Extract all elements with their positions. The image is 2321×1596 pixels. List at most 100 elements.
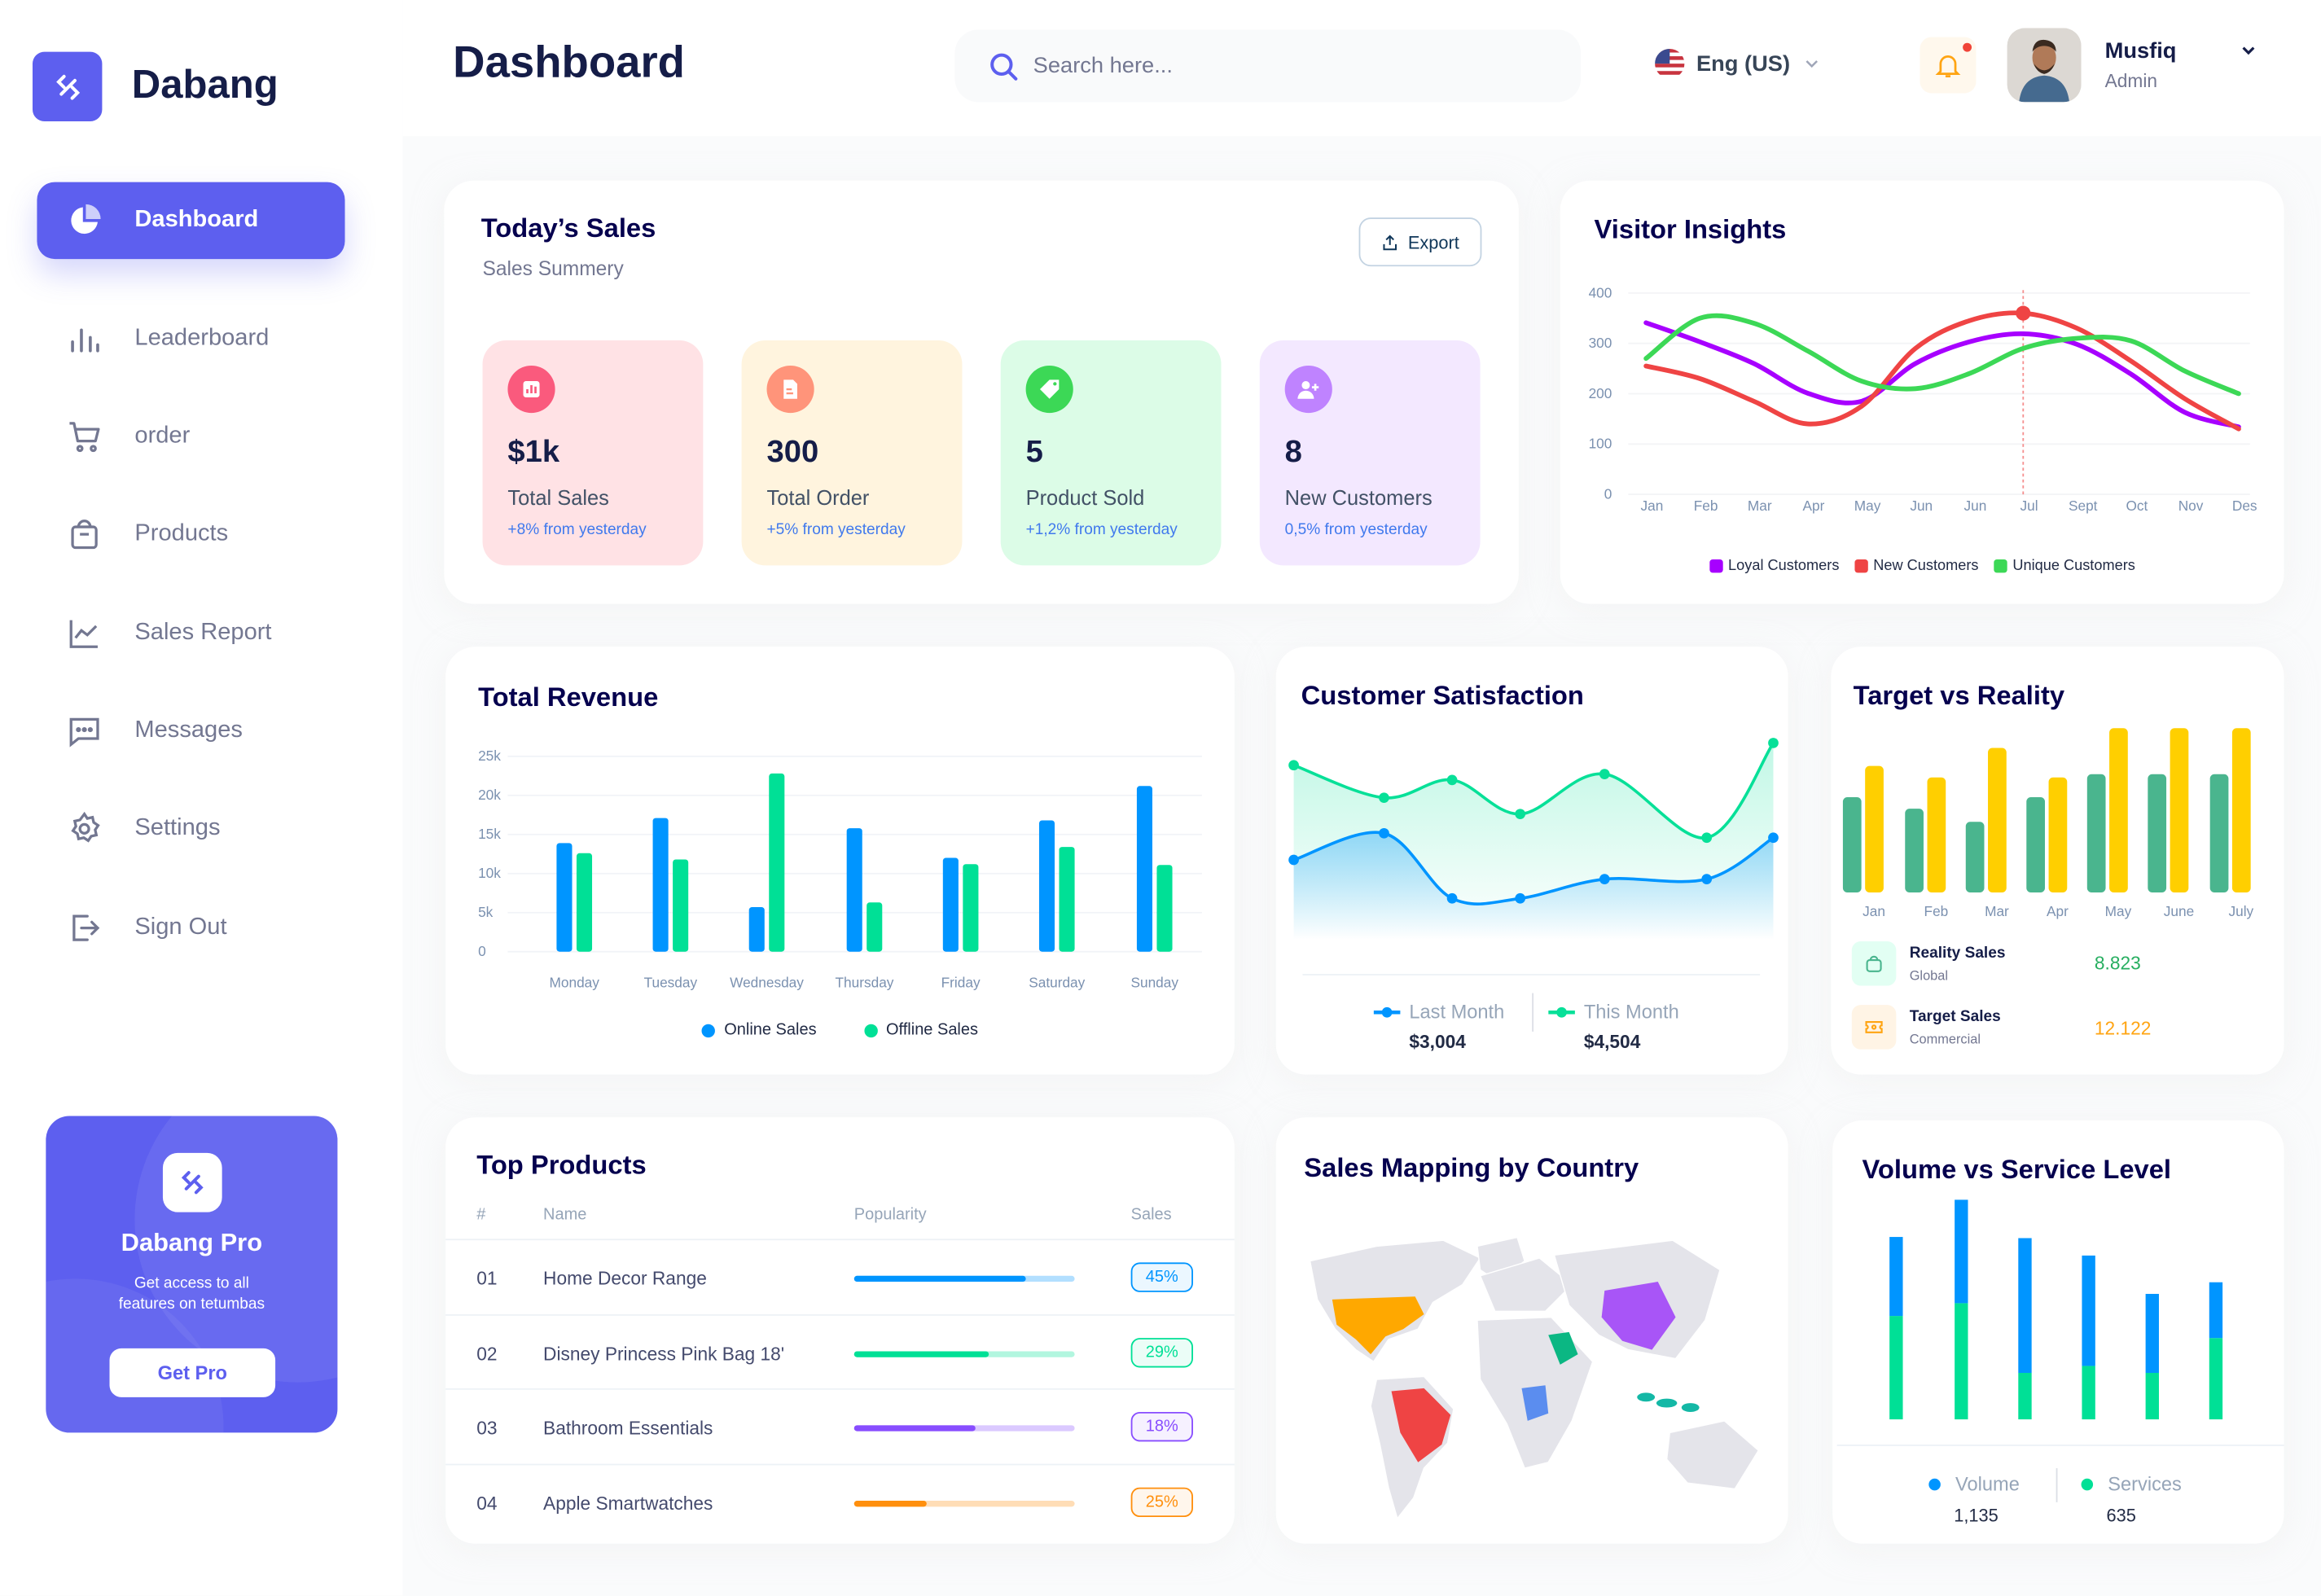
product-name: Home Decor Range bbox=[543, 1268, 707, 1290]
legend-dot bbox=[701, 1023, 716, 1037]
notification-dot bbox=[1963, 42, 1972, 52]
reality-sales-value: 8.823 bbox=[2094, 953, 2141, 974]
sign-out-icon bbox=[72, 914, 100, 941]
customer-satisfaction-title: Customer Satisfaction bbox=[1301, 681, 1584, 711]
user-role: Admin bbox=[2104, 71, 2158, 92]
sidebar-item-messages[interactable]: Messages bbox=[37, 693, 344, 770]
last-month-value: $3,004 bbox=[1409, 1031, 1466, 1053]
sidebar-item-sign-out[interactable]: Sign Out bbox=[37, 889, 344, 967]
product-rank: 04 bbox=[476, 1493, 498, 1514]
export-icon bbox=[1383, 234, 1397, 250]
legend-volume: Volume bbox=[1928, 1473, 2020, 1495]
legend-swatch bbox=[1993, 559, 2007, 573]
export-button[interactable]: Export bbox=[1358, 217, 1482, 267]
pie-chart-icon bbox=[71, 204, 101, 235]
stat-label: Product Sold bbox=[1025, 485, 1145, 510]
table-row: 04 Apple Smartwatches 25% bbox=[445, 1462, 1235, 1537]
bag-icon bbox=[1851, 940, 1897, 986]
chart-icon bbox=[507, 365, 555, 414]
export-label: Export bbox=[1407, 231, 1459, 252]
language-label: Eng (US) bbox=[1696, 50, 1791, 77]
legend-last-month: Last Month bbox=[1373, 1001, 1504, 1023]
user-name: Musfiq bbox=[2104, 38, 2177, 64]
stat-change: +5% from yesterday bbox=[766, 520, 906, 539]
search-input[interactable]: Search here... bbox=[954, 29, 1582, 103]
stat-label: Total Order bbox=[766, 485, 870, 510]
stat-card-product-sold: 5 Product Sold +1,2% from yesterday bbox=[1000, 340, 1222, 566]
popularity-fill bbox=[853, 1275, 1026, 1282]
language-selector[interactable]: Eng (US) bbox=[1655, 48, 1823, 79]
volume-service-title: Volume vs Service Level bbox=[1862, 1154, 2172, 1185]
sidebar-item-sales-report[interactable]: Sales Report bbox=[37, 595, 344, 673]
tag-icon bbox=[1025, 365, 1073, 414]
sidebar-item-dashboard[interactable]: Dashboard bbox=[37, 182, 345, 260]
legend-item: Online Sales bbox=[701, 1021, 817, 1039]
popularity-bar bbox=[853, 1500, 1075, 1506]
avatar[interactable] bbox=[2007, 28, 2082, 103]
ticket-icon bbox=[1851, 1005, 1897, 1050]
sidebar-item-label: Products bbox=[134, 520, 229, 546]
stat-change: +8% from yesterday bbox=[507, 520, 647, 539]
this-month-label: This Month bbox=[1583, 1000, 1679, 1023]
search-icon bbox=[990, 52, 1018, 80]
search-placeholder: Search here... bbox=[1033, 53, 1173, 79]
legend-label: Loyal Customers bbox=[1728, 558, 1840, 575]
message-icon bbox=[69, 717, 99, 748]
services-value: 635 bbox=[2106, 1505, 2136, 1526]
user-menu-chevron-icon[interactable] bbox=[2238, 40, 2258, 60]
volume-label: Volume bbox=[1955, 1472, 2020, 1495]
stat-label: New Customers bbox=[1284, 485, 1433, 510]
user-add-icon bbox=[1284, 365, 1332, 414]
popularity-bar bbox=[853, 1275, 1075, 1282]
popularity-fill bbox=[853, 1425, 976, 1432]
target-sales-label: Target Sales bbox=[1909, 1007, 2001, 1026]
reality-sales-sub: Global bbox=[1909, 967, 1948, 983]
column-header-rank: # bbox=[476, 1206, 486, 1225]
brand-name: Dabang bbox=[131, 62, 279, 107]
legend-label: New Customers bbox=[1873, 558, 1979, 575]
total-revenue-title: Total Revenue bbox=[478, 682, 659, 712]
this-month-value: $4,504 bbox=[1583, 1031, 1641, 1053]
divider bbox=[1302, 973, 1761, 976]
bell-icon bbox=[1935, 55, 1961, 77]
sidebar-item-label: Dashboard bbox=[134, 207, 259, 233]
legend-line-icon bbox=[1548, 1006, 1575, 1017]
target-sales-sub: Commercial bbox=[1909, 1031, 1981, 1047]
sales-badge: 29% bbox=[1130, 1337, 1193, 1367]
us-flag-icon bbox=[1655, 48, 1685, 79]
column-header-sales: Sales bbox=[1130, 1206, 1172, 1225]
legend-label: Online Sales bbox=[724, 1021, 817, 1039]
promo-title: Dabang Pro bbox=[121, 1228, 263, 1257]
sidebar-item-order[interactable]: order bbox=[37, 398, 344, 476]
sidebar-item-products[interactable]: Products bbox=[37, 496, 344, 573]
stat-value: 300 bbox=[766, 435, 819, 470]
stat-value: 5 bbox=[1025, 435, 1043, 470]
target-vs-reality-title: Target vs Reality bbox=[1853, 681, 2065, 711]
sidebar-item-label: Messages bbox=[134, 717, 243, 743]
legend-item: New Customers bbox=[1854, 558, 1979, 574]
get-pro-button[interactable]: Get Pro bbox=[109, 1348, 276, 1397]
gear-icon bbox=[71, 811, 100, 843]
todays-sales-title: Today’s Sales bbox=[480, 213, 656, 243]
sidebar-item-settings[interactable]: Settings bbox=[37, 791, 344, 868]
sidebar-item-leaderboard[interactable]: Leaderboard bbox=[37, 300, 344, 378]
popularity-bar bbox=[853, 1350, 1075, 1357]
stat-change: +1,2% from yesterday bbox=[1025, 520, 1178, 539]
column-header-popularity: Popularity bbox=[853, 1206, 927, 1225]
sidebar-item-label: Settings bbox=[134, 815, 221, 841]
popularity-fill bbox=[853, 1500, 928, 1506]
todays-sales-subtitle: Sales Summery bbox=[482, 257, 624, 280]
sidebar-item-label: Leaderboard bbox=[134, 325, 270, 351]
volume-value: 1,135 bbox=[1954, 1505, 1999, 1526]
notifications-button[interactable] bbox=[1920, 37, 1977, 94]
sales-badge: 18% bbox=[1130, 1411, 1193, 1442]
page-title: Dashboard bbox=[453, 38, 686, 88]
product-name: Bathroom Essentials bbox=[543, 1418, 713, 1439]
top-products-title: Top Products bbox=[476, 1150, 647, 1180]
legend-item: Loyal Customers bbox=[1709, 558, 1839, 574]
pro-logo-icon bbox=[162, 1152, 222, 1212]
legend-this-month: This Month bbox=[1548, 1001, 1679, 1023]
legend-swatch bbox=[1854, 559, 1867, 573]
document-icon bbox=[766, 365, 814, 414]
top-products-card bbox=[445, 1117, 1235, 1544]
